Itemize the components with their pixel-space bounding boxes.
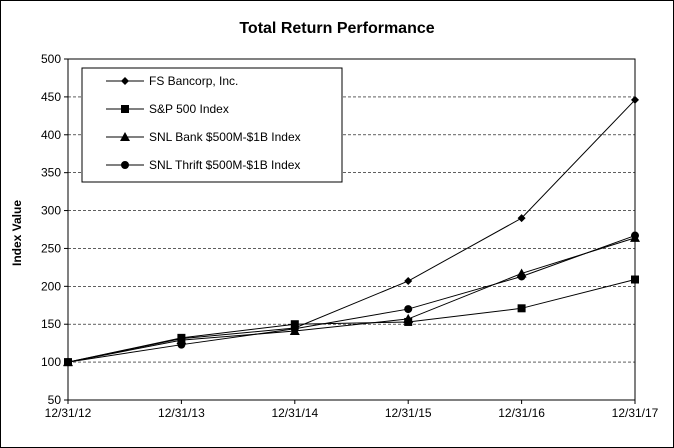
chart-title: Total Return Performance [239,20,434,37]
grid-layer [68,96,635,363]
y-tick-label-400: 400 [41,128,61,142]
legend-marker-0 [121,77,129,85]
series-3-point-0 [64,358,72,367]
y-tick-label-300: 300 [41,204,61,218]
y-tick-label-500: 500 [41,52,61,66]
series-2-point-3 [403,313,414,323]
x-tick-label-5: 12/31/17 [612,406,659,420]
series-line-1 [67,279,636,363]
series-1-point-2 [290,320,299,329]
x-tick-label-3: 12/31/15 [385,406,432,420]
series-2 [63,232,640,367]
y-axis-label: Index Value [10,200,24,266]
legend-marker-2 [120,132,130,141]
legend-label-3: SNL Thrift $500M-$1B Index [149,158,300,172]
series-line-0 [67,99,636,363]
series-3-point-2 [290,324,299,333]
series-3 [64,231,639,367]
y-tick-label-100: 100 [41,355,61,369]
series-1-point-5 [631,275,639,284]
legend-label-1: S&P 500 Index [149,102,229,116]
y-tick-label-450: 450 [41,90,61,104]
plot-frame [67,58,636,401]
y-tick-label-50: 50 [48,393,62,407]
series-3-point-1 [177,340,186,349]
x-tick-label-1: 12/31/13 [158,406,205,420]
series-3-point-5 [631,231,639,240]
series-line-3 [67,235,636,363]
legend-label-0: FS Bancorp, Inc. [149,74,238,88]
legend-label-2: SNL Bank $500M-$1B Index [149,130,301,144]
series-3-point-3 [404,305,413,314]
x-tick-label-0: 12/31/12 [45,406,92,420]
legend-marker-1 [121,105,129,113]
legend: FS Bancorp, Inc. S&P 500 Index SNL Bank $5… [81,67,343,183]
y-tick-label-200: 200 [41,279,61,293]
y-tick-label-150: 150 [41,317,61,331]
series-line-2 [67,237,636,363]
series-1 [64,275,639,367]
series-0-point-4 [517,214,526,223]
y-tick-label-350: 350 [41,166,61,180]
y-tick-label-250: 250 [41,241,61,255]
series-layer [63,95,640,367]
series-1-point-4 [517,304,526,313]
series-3-point-4 [517,272,526,281]
x-tick-label-4: 12/31/16 [498,406,545,420]
legend-marker-3 [121,161,129,169]
x-tick-label-2: 12/31/14 [271,406,318,420]
series-0-point-3 [404,277,413,286]
axis-layer: 50 100 150 200 250 300 350 400 450 500 12/31/12 12/… [41,52,659,420]
series-0-point-5 [631,95,639,104]
